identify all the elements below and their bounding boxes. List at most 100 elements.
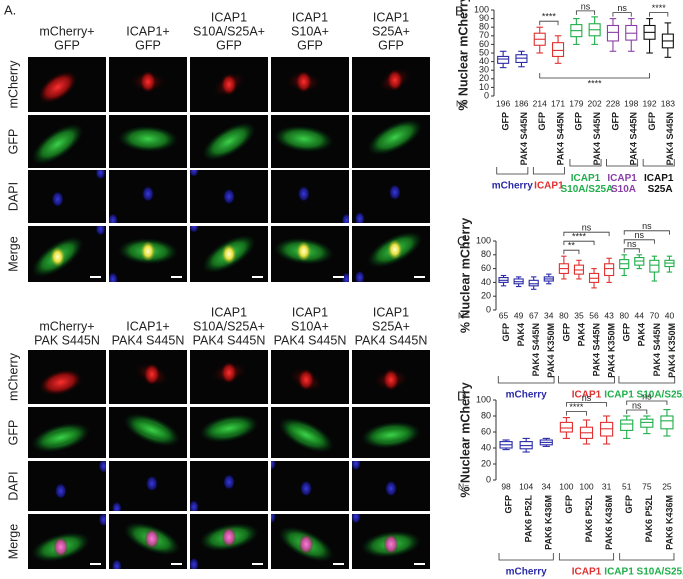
- nucleus: [95, 226, 106, 236]
- category-label: PAK4 K350M: [667, 323, 677, 378]
- panel-label: A.: [4, 2, 16, 17]
- n-value: 183: [661, 98, 675, 108]
- y-tick-label: 60: [481, 426, 491, 436]
- n-value: 35: [574, 310, 584, 320]
- n-value: 100: [579, 481, 593, 491]
- n-value: 98: [501, 481, 511, 491]
- y-tick-label: 40: [481, 442, 491, 452]
- micrograph: [28, 226, 106, 282]
- n-value: 202: [588, 98, 602, 108]
- cell: [31, 123, 84, 165]
- column-header: GFP: [297, 38, 323, 52]
- group-bracket: [532, 167, 565, 175]
- significance-bracket: [565, 402, 608, 407]
- y-tick-label: 20: [481, 458, 491, 468]
- group-label: mCherry: [492, 181, 534, 192]
- group-bracket: [498, 553, 554, 561]
- group-label: mCherry: [506, 567, 548, 578]
- y-tick-label: 20: [479, 73, 489, 83]
- significance-label: ns: [581, 1, 591, 11]
- group-bracket: [619, 553, 675, 561]
- category-label: GFP: [503, 495, 513, 514]
- significance-bracket: [623, 248, 640, 253]
- n-value: 25: [662, 481, 672, 491]
- y-tick-label: 80: [479, 22, 489, 32]
- cell: [205, 419, 253, 438]
- micrograph: [352, 57, 430, 112]
- significance-bracket: [563, 249, 580, 255]
- column-header: PAK4 S445N: [112, 333, 185, 347]
- micrograph: [28, 115, 106, 168]
- category-label: GFP: [622, 323, 632, 342]
- significance-bracket: [626, 409, 648, 414]
- category-label: GFP: [624, 495, 634, 514]
- group-label: ICAP1 S25A: [644, 173, 674, 195]
- nucleus: [221, 527, 237, 548]
- category-label: PAK4 S445N: [519, 112, 529, 165]
- row-label: Merge: [6, 236, 20, 271]
- significance-label: ns: [642, 221, 652, 231]
- column-header: PAK4 S445N: [355, 333, 428, 347]
- row-label: GFP: [6, 420, 20, 446]
- significance-bracket: [649, 12, 669, 17]
- nucleus: [223, 474, 235, 490]
- significance-label: ns: [582, 393, 592, 403]
- significance-bracket: [626, 400, 668, 405]
- micrograph: [271, 350, 349, 404]
- category-label: GFP: [610, 112, 620, 131]
- y-tick-label: 60: [481, 263, 491, 273]
- micrograph: [271, 407, 349, 458]
- group-label: ICAP1: [572, 567, 602, 578]
- micrograph: [271, 57, 349, 112]
- significance-bracket: [623, 239, 655, 244]
- category-label: PAK4 S445N: [592, 112, 602, 165]
- y-tick-label: 20: [481, 291, 491, 301]
- n-value: 70: [650, 310, 660, 320]
- nucleus: [341, 272, 349, 282]
- nucleus: [354, 211, 365, 223]
- nucleus: [142, 185, 154, 202]
- significance-bracket: [563, 240, 595, 246]
- category-label: PAK4 K350M: [607, 323, 617, 378]
- significance-label: ****: [588, 78, 603, 88]
- image-background: [28, 170, 106, 223]
- micrograph: [271, 115, 349, 168]
- micrograph: [190, 350, 268, 404]
- significance-bracket: [539, 73, 650, 79]
- y-tick-label: 100: [476, 235, 491, 245]
- category-label: PAK4 S445N: [652, 323, 662, 376]
- column-header: ICAP1: [292, 305, 328, 319]
- micrograph: [28, 514, 106, 569]
- box: [606, 24, 619, 42]
- significance-bracket: [565, 411, 587, 416]
- category-label: PAK6 P52L: [644, 495, 654, 543]
- micrograph: [352, 115, 430, 168]
- nucleus: [221, 244, 237, 264]
- category-label: PAK4 S445N: [531, 323, 541, 376]
- nucleus: [139, 70, 157, 93]
- group-bracket: [618, 376, 676, 384]
- nucleus: [271, 461, 276, 471]
- micrograph: [28, 170, 106, 223]
- micrograph: [28, 350, 106, 404]
- nucleus: [387, 239, 403, 260]
- image-background: [28, 461, 106, 511]
- nucleus: [341, 213, 349, 223]
- y-tick-label: 10: [479, 82, 489, 92]
- column-header: ICAP1+: [126, 24, 169, 38]
- cell: [367, 426, 415, 444]
- nucleus: [144, 528, 160, 549]
- micrograph: [352, 350, 430, 404]
- significance-bracket: [563, 231, 610, 237]
- nucleus: [385, 480, 397, 497]
- n-value: 179: [569, 98, 583, 108]
- y-tick-label: 50: [479, 47, 489, 57]
- n-value: 198: [624, 98, 638, 108]
- significance-label: ****: [542, 12, 557, 22]
- group-label: ICAP1 S10A/S25A: [558, 173, 614, 195]
- category-label: GFP: [501, 323, 511, 342]
- column-header: S25A+: [372, 24, 410, 38]
- nucleus: [300, 480, 313, 497]
- group-bracket: [558, 553, 615, 561]
- image-background: [271, 170, 349, 223]
